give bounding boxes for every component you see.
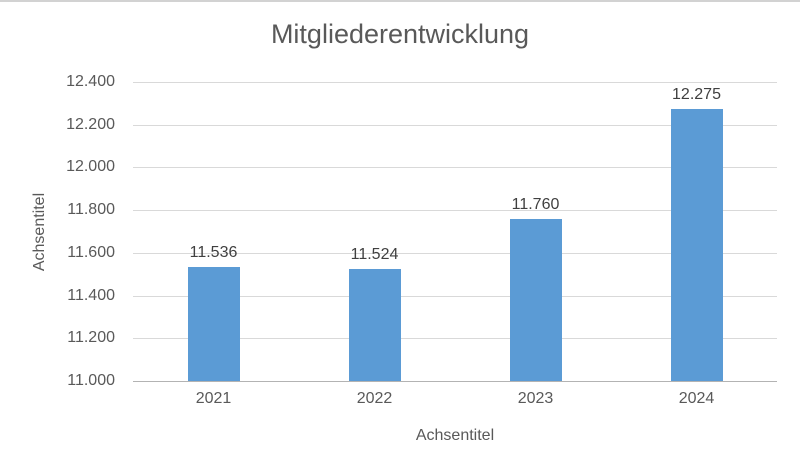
y-axis-tick-labels: 11.000 11.200 11.400 11.600 11.800 12.000 12.2… (0, 73, 121, 389)
gridline (133, 167, 777, 169)
bar-2021 (187, 266, 240, 381)
data-label: 11.760 (511, 195, 560, 213)
x-axis-title: Achsentitel (415, 427, 495, 444)
gridline (133, 210, 777, 212)
gridline (133, 295, 777, 297)
plot-area: 11.536 11.524 11.760 12.275 (133, 82, 777, 382)
y-tick-label: 11.400 (67, 286, 115, 304)
bar-2022 (348, 269, 401, 381)
gridline (133, 124, 777, 126)
x-axis-line (133, 381, 777, 382)
x-tick-label: 2021 (195, 390, 232, 407)
y-tick-label: 11.000 (67, 372, 115, 389)
y-tick-label: 11.200 (67, 329, 115, 347)
gridline (133, 338, 777, 340)
data-label: 12.275 (672, 85, 721, 103)
gridline (133, 252, 777, 254)
bar-2023 (509, 218, 562, 381)
x-tick-label: 2022 (356, 390, 393, 407)
x-tick-label: 2023 (517, 390, 554, 407)
x-axis-tick-labels: 2021 2022 2023 2024 (133, 390, 777, 412)
y-tick-label: 12.400 (66, 73, 115, 90)
y-tick-label: 12.200 (66, 115, 115, 133)
data-label: 11.524 (350, 246, 399, 264)
chart-title: Mitgliederentwicklung (270, 19, 530, 49)
y-tick-label: 12.000 (66, 158, 115, 176)
gridline (133, 82, 777, 83)
y-tick-label: 11.600 (67, 243, 115, 261)
bar-2024 (670, 108, 723, 381)
x-tick-label: 2024 (678, 390, 715, 407)
y-tick-label: 11.800 (67, 201, 115, 219)
data-label: 11.536 (189, 243, 238, 261)
top-border-line (0, 0, 800, 2)
